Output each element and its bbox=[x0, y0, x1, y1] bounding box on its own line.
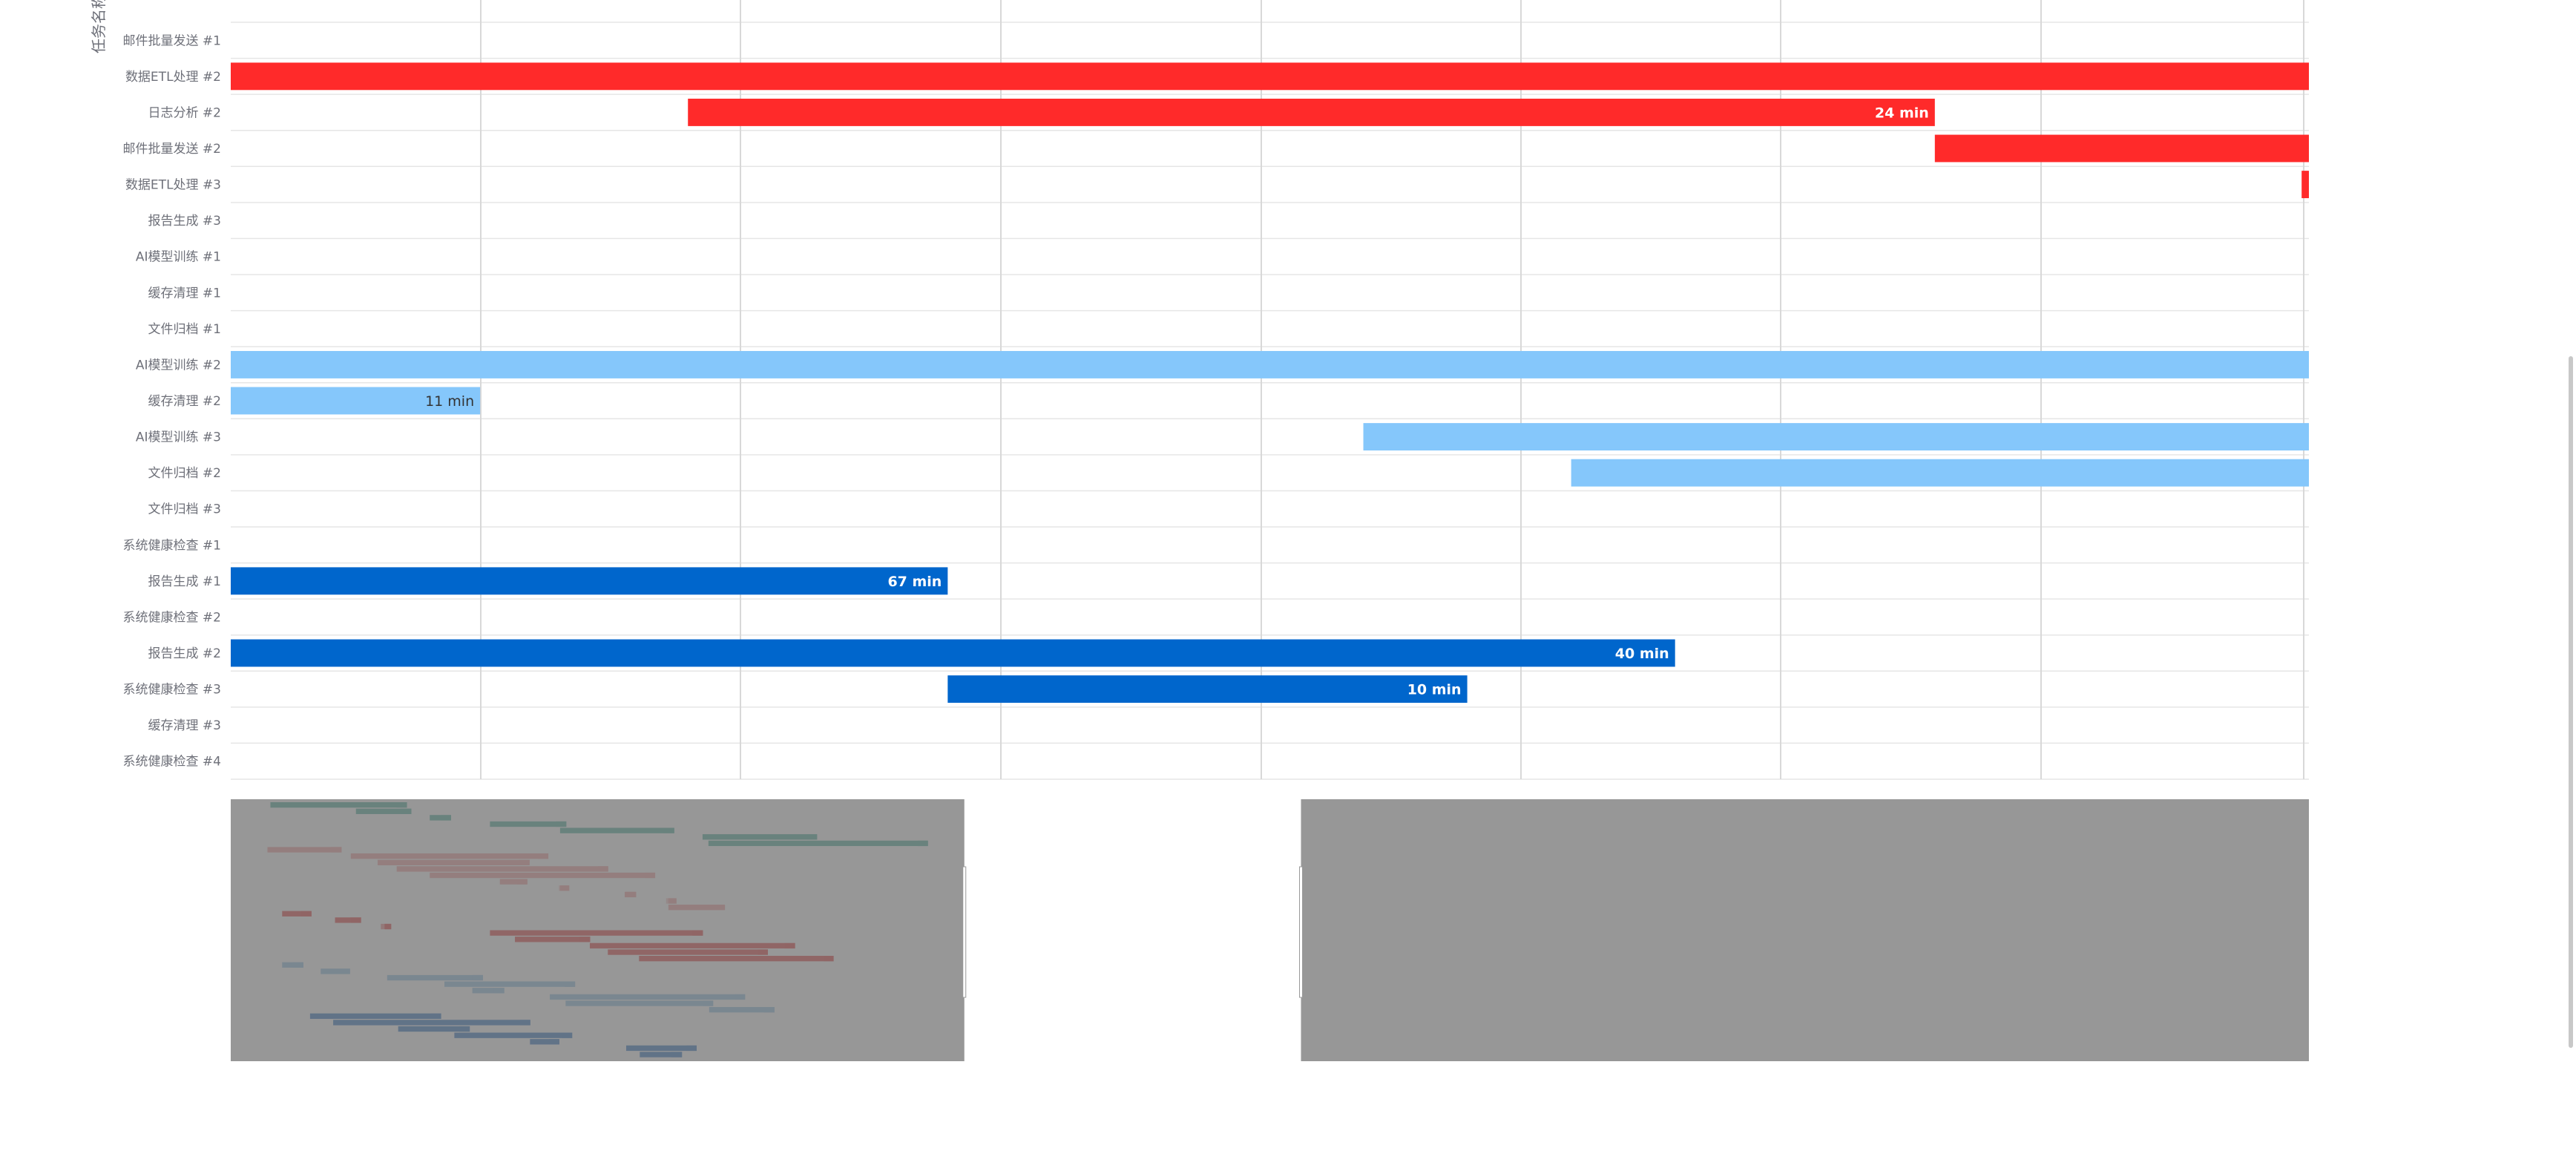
y-tick-label: AI模型训练 #1 bbox=[136, 250, 221, 265]
bar-duration-label: 10 min bbox=[1407, 682, 1462, 698]
y-tick-label: 报告生成 #1 bbox=[148, 574, 221, 589]
gantt-bar bbox=[231, 567, 948, 595]
overview-mask-left bbox=[231, 799, 965, 1061]
y-tick-label: 数据ETL处理 #3 bbox=[125, 178, 221, 193]
gantt-bar bbox=[231, 639, 1675, 667]
gantt-bar bbox=[1363, 423, 2309, 451]
y-tick-label: 邮件批量发送 #1 bbox=[123, 33, 221, 48]
zoom-handle-right bbox=[1299, 866, 1304, 998]
y-tick-label: AI模型训练 #3 bbox=[136, 430, 221, 445]
y-axis-name: 任务名称 bbox=[90, 0, 108, 53]
y-axis-labels: 邮件批量发送 #1 数据ETL处理 #2 日志分析 #2 邮件批量发送 #2 数据ETL… bbox=[123, 33, 221, 769]
y-tick-label: 缓存清理 #3 bbox=[148, 718, 221, 733]
bar-duration-label: 24 min bbox=[1875, 105, 1929, 121]
y-tick-label: 报告生成 #3 bbox=[148, 214, 221, 229]
y-tick-label: 文件归档 #2 bbox=[148, 466, 221, 481]
gantt-bar bbox=[1571, 459, 2309, 487]
gantt-bar bbox=[231, 350, 2309, 378]
y-tick-label: 缓存清理 #1 bbox=[148, 286, 221, 301]
y-tick-label: 日志分析 #2 bbox=[148, 105, 221, 120]
y-tick-label: 系统健康检查 #3 bbox=[123, 683, 221, 698]
y-tick-label: 缓存清理 #2 bbox=[148, 394, 221, 409]
gantt-bar bbox=[2301, 171, 2309, 199]
overview-mask-right bbox=[1301, 799, 2309, 1061]
y-tick-label: 文件归档 #1 bbox=[148, 322, 221, 337]
gantt-bar bbox=[231, 387, 481, 415]
gantt-bar bbox=[688, 98, 1935, 126]
gantt-bar bbox=[947, 675, 1468, 704]
y-tick-label: 系统健康检查 #1 bbox=[123, 538, 221, 553]
y-tick-label: 系统健康检查 #2 bbox=[123, 610, 221, 625]
y-tick-label: 文件归档 #3 bbox=[148, 502, 221, 517]
gantt-bar bbox=[1934, 134, 2309, 163]
overview-slider[interactable] bbox=[231, 799, 2309, 1061]
zoom-handle-left bbox=[962, 866, 967, 998]
bar-duration-label: 67 min bbox=[887, 574, 942, 590]
gantt-bar bbox=[231, 62, 2309, 91]
page-scrollbar[interactable] bbox=[2569, 356, 2573, 1048]
bar-duration-label: 40 min bbox=[1615, 646, 1669, 662]
y-tick-label: 系统健康检查 #4 bbox=[123, 755, 221, 770]
bar-series: 24 min 11 min 67 min 40 min 10 min bbox=[231, 62, 2309, 704]
y-tick-label: 报告生成 #2 bbox=[148, 646, 221, 661]
bar-duration-label: 11 min bbox=[425, 393, 474, 410]
y-tick-label: 邮件批量发送 #2 bbox=[123, 142, 221, 157]
y-tick-label: AI模型训练 #2 bbox=[136, 358, 221, 373]
y-tick-label: 数据ETL处理 #2 bbox=[125, 70, 221, 85]
